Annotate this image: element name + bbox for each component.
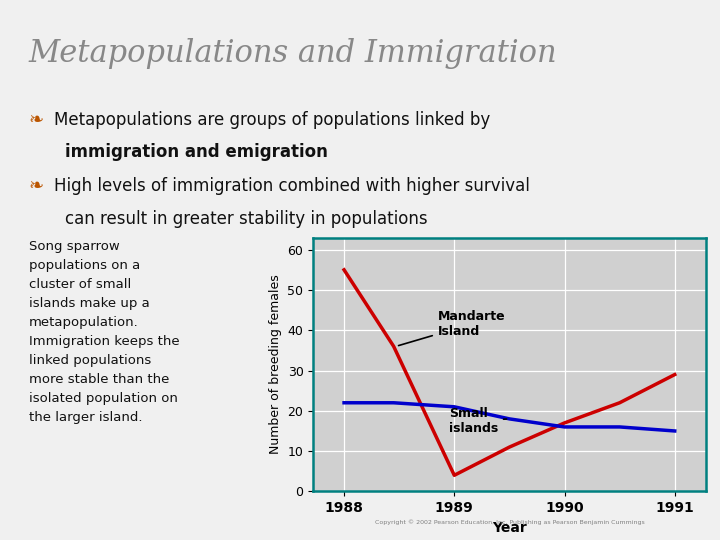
Text: immigration and emigration: immigration and emigration: [65, 143, 328, 161]
Text: can result in greater stability in populations: can result in greater stability in popul…: [65, 210, 428, 227]
Text: Metapopulations and Immigration: Metapopulations and Immigration: [29, 38, 557, 69]
Text: ❧: ❧: [29, 111, 44, 129]
Text: Song sparrow
populations on a
cluster of small
islands make up a
metapopulation.: Song sparrow populations on a cluster of…: [29, 240, 179, 424]
Text: Small
islands: Small islands: [449, 407, 507, 435]
Text: Copyright © 2002 Pearson Education, Inc. Publishing as Pearson Benjamin Cummings: Copyright © 2002 Pearson Education, Inc.…: [374, 520, 644, 525]
Y-axis label: Number of breeding females: Number of breeding females: [269, 275, 282, 454]
Text: Metapopulations are groups of populations linked by: Metapopulations are groups of population…: [54, 111, 490, 129]
Text: Mandarte
Island: Mandarte Island: [399, 310, 505, 346]
Text: High levels of immigration combined with higher survival: High levels of immigration combined with…: [54, 177, 530, 195]
X-axis label: Year: Year: [492, 521, 527, 535]
Text: ❧: ❧: [29, 177, 44, 195]
